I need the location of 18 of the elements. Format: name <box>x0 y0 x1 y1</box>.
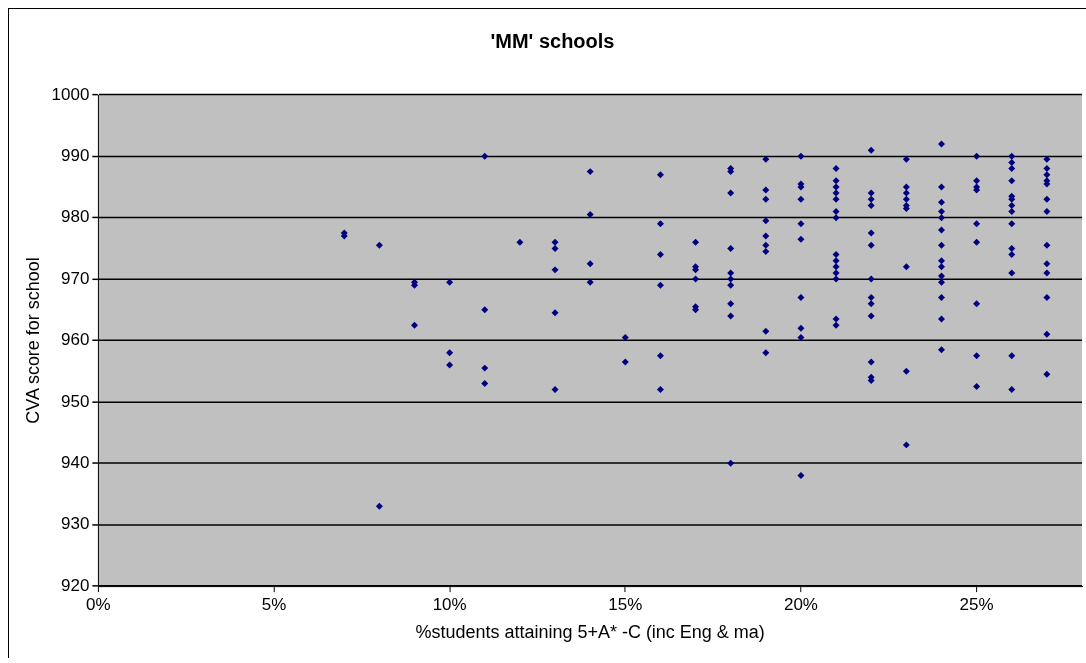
y-tick-label: 920 <box>61 575 90 595</box>
y-tick-label: 930 <box>61 514 90 534</box>
x-axis-title: %students attaining 5+A* -C (inc Eng & ma) <box>415 622 765 643</box>
x-tick-label: 20% <box>783 594 818 614</box>
y-tick-label: 980 <box>61 207 90 227</box>
x-tick-label: 0% <box>86 594 111 614</box>
y-tick-label: 990 <box>61 145 90 165</box>
y-tick-label: 970 <box>61 268 90 288</box>
y-tick-label: 940 <box>61 452 90 472</box>
chart-title: 'MM' schools <box>490 30 615 53</box>
y-tick-label: 960 <box>61 330 90 350</box>
y-axis-title: CVA score for school <box>22 257 43 424</box>
x-tick-label: 10% <box>432 594 467 614</box>
y-tick-label: 1000 <box>51 84 90 104</box>
y-tick-label: 950 <box>61 391 90 411</box>
x-tick-label: 5% <box>261 594 287 614</box>
x-tick-label: 15% <box>608 594 643 614</box>
x-tick-label: 25% <box>959 594 994 614</box>
